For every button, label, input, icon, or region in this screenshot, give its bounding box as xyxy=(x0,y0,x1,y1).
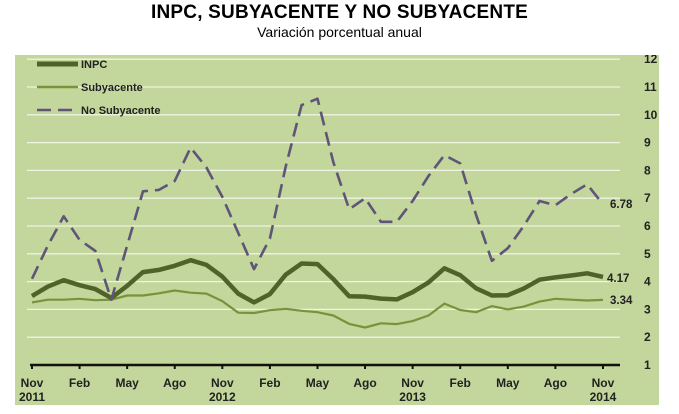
series-lines xyxy=(30,97,605,329)
y-tick-label: 2 xyxy=(644,330,651,344)
x-tick-label: Feb xyxy=(259,376,280,390)
y-tick-label: 12 xyxy=(644,55,658,66)
x-tick-label: Feb xyxy=(450,376,471,390)
x-tick-year-label: 2013 xyxy=(399,390,426,404)
series-line-subyacente xyxy=(31,289,604,329)
series-line-inpc xyxy=(30,257,604,305)
end-label-inpc: 4.17 xyxy=(607,273,629,285)
x-tick-label: May xyxy=(496,376,520,390)
x-tick-label: Nov xyxy=(211,376,234,390)
end-label-no-subyacente: 6.78 xyxy=(610,199,633,211)
y-tick-label: 1 xyxy=(644,358,651,372)
x-tick-label: May xyxy=(115,376,139,390)
legend: INPC Subyacente No Subyacente xyxy=(37,59,160,117)
x-tick-label: Ago xyxy=(544,376,567,390)
legend-label-inpc: INPC xyxy=(81,59,107,71)
series-line-no-subyacente xyxy=(30,97,605,301)
legend-label-no-subyacente: No Subyacente xyxy=(81,105,160,117)
legend-item-no-subyacente: No Subyacente xyxy=(37,105,160,117)
x-tick-label: Nov xyxy=(21,376,44,390)
legend-item-inpc: INPC xyxy=(37,59,107,71)
gridlines xyxy=(27,58,620,338)
y-tick-label: 8 xyxy=(644,163,651,177)
y-tick-label: 5 xyxy=(644,247,651,261)
y-tick-label: 7 xyxy=(644,191,651,205)
end-value-labels: 6.78 4.17 3.34 xyxy=(607,199,633,307)
x-tick-year-label: 2012 xyxy=(209,390,236,404)
x-tick-label: Feb xyxy=(69,376,90,390)
y-tick-label: 3 xyxy=(644,302,651,316)
x-tick-label: Ago xyxy=(163,376,186,390)
y-tick-label: 11 xyxy=(644,80,657,94)
x-tick-year-label: 2011 xyxy=(19,390,45,404)
y-tick-label: 9 xyxy=(644,136,651,150)
chart-area: 1 2 3 4 5 6 7 8 9 10 11 12 Nov 2011 Feb May Ago Nov 2012 F… xyxy=(15,55,659,405)
x-tick-label: Nov xyxy=(592,376,615,390)
legend-label-subyacente: Subyacente xyxy=(81,82,143,94)
y-tick-label: 4 xyxy=(644,275,651,289)
chart-subtitle: Variación porcentual anual xyxy=(257,24,422,40)
x-tick-year-label: 2014 xyxy=(590,390,617,404)
y-tick-label: 6 xyxy=(644,219,651,233)
x-tick-label: Ago xyxy=(353,376,376,390)
x-tick-label: May xyxy=(306,376,330,390)
x-tick-label: Nov xyxy=(401,376,424,390)
legend-item-subyacente: Subyacente xyxy=(37,82,143,94)
end-label-subyacente: 3.34 xyxy=(610,295,633,307)
chart-title: INPC, SUBYACENTE Y NO SUBYACENTE xyxy=(151,2,528,23)
y-tick-label: 10 xyxy=(644,108,658,122)
